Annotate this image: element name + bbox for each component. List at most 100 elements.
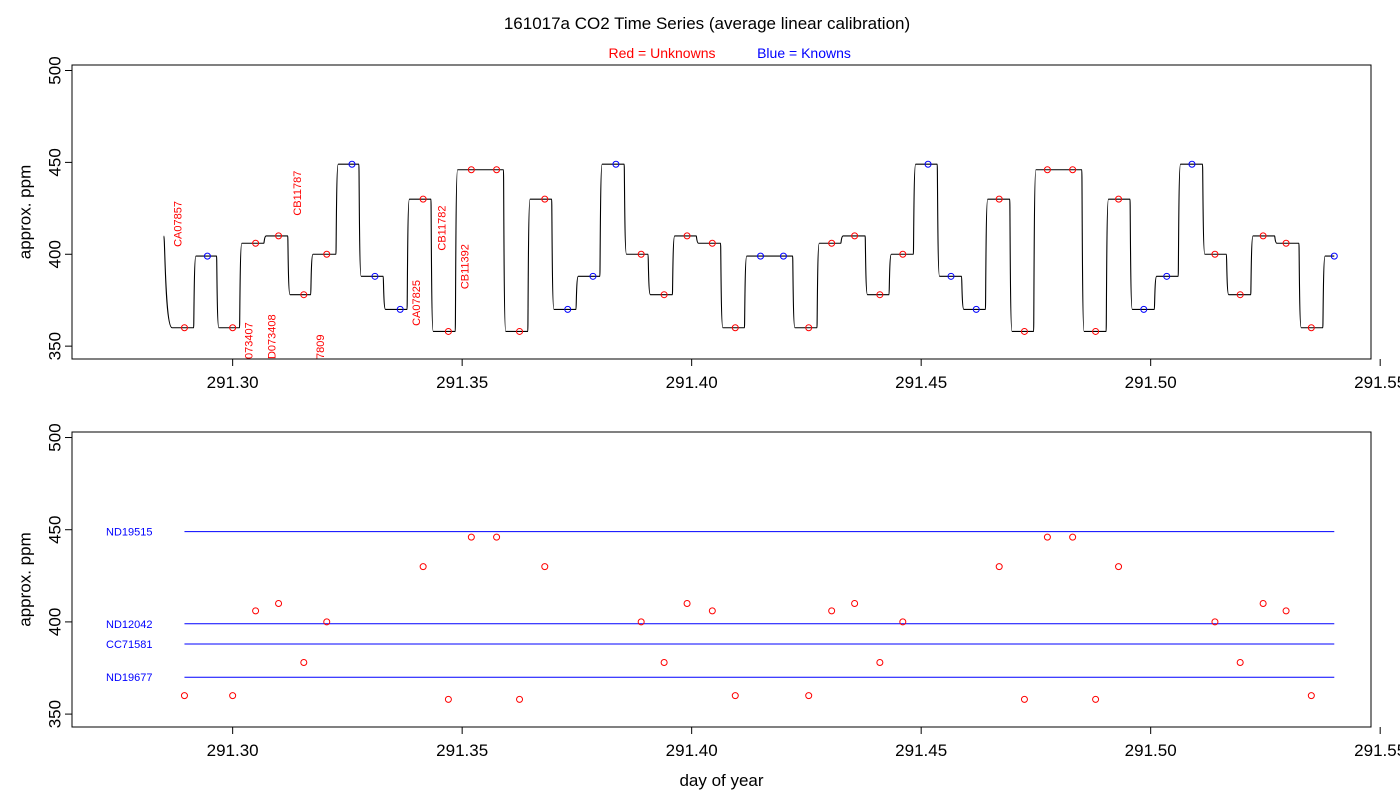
known-marker: [564, 305, 572, 313]
unknown-point: [1115, 563, 1123, 571]
sample-id-annotation: D073408: [267, 314, 279, 359]
sample-id-annotation: 7809: [315, 335, 327, 359]
unknown-marker: [419, 195, 427, 203]
top-x-axis: 291.30 291.35 291.40 291.45 291.50 291.55: [207, 359, 1400, 392]
legend-unknowns-label: Red = Unknowns: [608, 45, 715, 61]
unknown-marker: [805, 324, 813, 332]
bottom-x-tick-label: 291.40: [666, 741, 718, 760]
unknown-point: [899, 618, 907, 626]
unknown-marker: [541, 195, 549, 203]
unknown-point: [419, 563, 427, 571]
unknown-marker: [637, 250, 645, 258]
unknown-point: [1043, 533, 1051, 541]
unknown-point: [516, 695, 524, 703]
unknown-marker: [323, 250, 331, 258]
bottom-points-layer: [180, 533, 1315, 703]
unknown-marker: [660, 291, 668, 299]
unknown-point: [805, 692, 813, 700]
sample-id-annotation: CB11392: [459, 244, 471, 289]
unknown-marker: [252, 239, 260, 247]
unknown-marker: [708, 239, 716, 247]
unknown-marker: [683, 232, 691, 240]
unknown-point: [467, 533, 475, 541]
bottom-x-tick-label: 291.50: [1125, 741, 1177, 760]
sample-id-annotation: CA07825: [411, 280, 423, 326]
unknown-marker: [828, 239, 836, 247]
bottom-y-axis-label: approx. ppm: [15, 532, 34, 627]
unknown-marker: [1115, 195, 1123, 203]
sample-id-annotation: CB11782: [436, 206, 448, 251]
unknown-point: [444, 695, 452, 703]
bottom-y-tick-label: 400: [45, 608, 64, 636]
top-trace-line: [163, 163, 1335, 332]
known-marker: [757, 252, 765, 260]
top-x-tick-label: 291.30: [207, 373, 259, 392]
unknown-marker: [300, 291, 308, 299]
unknown-point: [229, 692, 237, 700]
known-marker: [1330, 252, 1338, 260]
unknown-point: [1282, 607, 1290, 615]
bottom-plot-frame: [71, 431, 1372, 728]
bottom-x-tick-label: 291.55: [1354, 741, 1400, 760]
bottom-x-tick-label: 291.35: [436, 741, 488, 760]
unknown-point: [1307, 692, 1315, 700]
known-marker: [1163, 272, 1171, 280]
unknown-marker: [995, 195, 1003, 203]
unknown-marker: [1020, 327, 1028, 335]
known-marker: [612, 160, 620, 168]
known-marker: [1140, 305, 1148, 313]
unknown-marker: [467, 166, 475, 174]
top-plot-frame: [71, 64, 1372, 360]
unknown-point: [300, 658, 308, 666]
unknown-point: [1020, 695, 1028, 703]
unknown-marker: [229, 324, 237, 332]
top-annotations-layer: CA07857 073407 D073408 CB11787 7809 CA07825 CB…: [172, 171, 471, 359]
unknown-point: [876, 658, 884, 666]
unknown-marker: [444, 327, 452, 335]
bottom-x-tick-label: 291.45: [895, 741, 947, 760]
unknown-point: [851, 599, 859, 607]
unknown-marker: [1236, 291, 1244, 299]
bottom-y-axis: 350 400 450 500: [45, 423, 72, 728]
unknown-marker: [876, 291, 884, 299]
top-x-tick-label: 291.35: [436, 373, 488, 392]
top-y-tick-label: 500: [45, 56, 64, 84]
unknown-point: [1259, 599, 1267, 607]
unknown-point: [731, 692, 739, 700]
known-marker: [947, 272, 955, 280]
known-marker: [396, 305, 404, 313]
known-marker: [924, 160, 932, 168]
unknown-point: [180, 692, 188, 700]
unknown-marker: [180, 324, 188, 332]
bottom-y-tick-label: 350: [45, 700, 64, 728]
unknown-marker: [516, 327, 524, 335]
known-marker: [972, 305, 980, 313]
unknown-point: [252, 607, 260, 615]
top-y-axis: 350 400 450 500: [45, 56, 72, 360]
bottom-y-tick-label: 500: [45, 423, 64, 451]
top-y-tick-label: 450: [45, 148, 64, 176]
known-marker: [371, 272, 379, 280]
figure-title: 161017a CO2 Time Series (average linear …: [504, 14, 910, 33]
unknown-point: [275, 599, 283, 607]
unknown-marker: [493, 166, 501, 174]
unknown-point: [708, 607, 716, 615]
known-marker: [348, 160, 356, 168]
known-marker: [203, 252, 211, 260]
unknown-point: [1236, 658, 1244, 666]
unknown-marker: [275, 232, 283, 240]
bottom-reference-lines-layer: ND19515 ND12042 CC71581 ND19677: [106, 527, 1335, 684]
reference-line-label: ND12042: [106, 619, 152, 631]
top-markers-layer: [180, 160, 1338, 335]
unknown-marker: [1211, 250, 1219, 258]
top-panel-time-series: CA07857 073407 D073408 CB11787 7809 CA07825 CB…: [15, 56, 1400, 392]
unknown-point: [660, 658, 668, 666]
unknown-point: [1092, 695, 1100, 703]
unknown-marker: [851, 232, 859, 240]
unknown-marker: [1092, 327, 1100, 335]
unknown-marker: [1307, 324, 1315, 332]
top-trace-layer: [163, 163, 1335, 332]
